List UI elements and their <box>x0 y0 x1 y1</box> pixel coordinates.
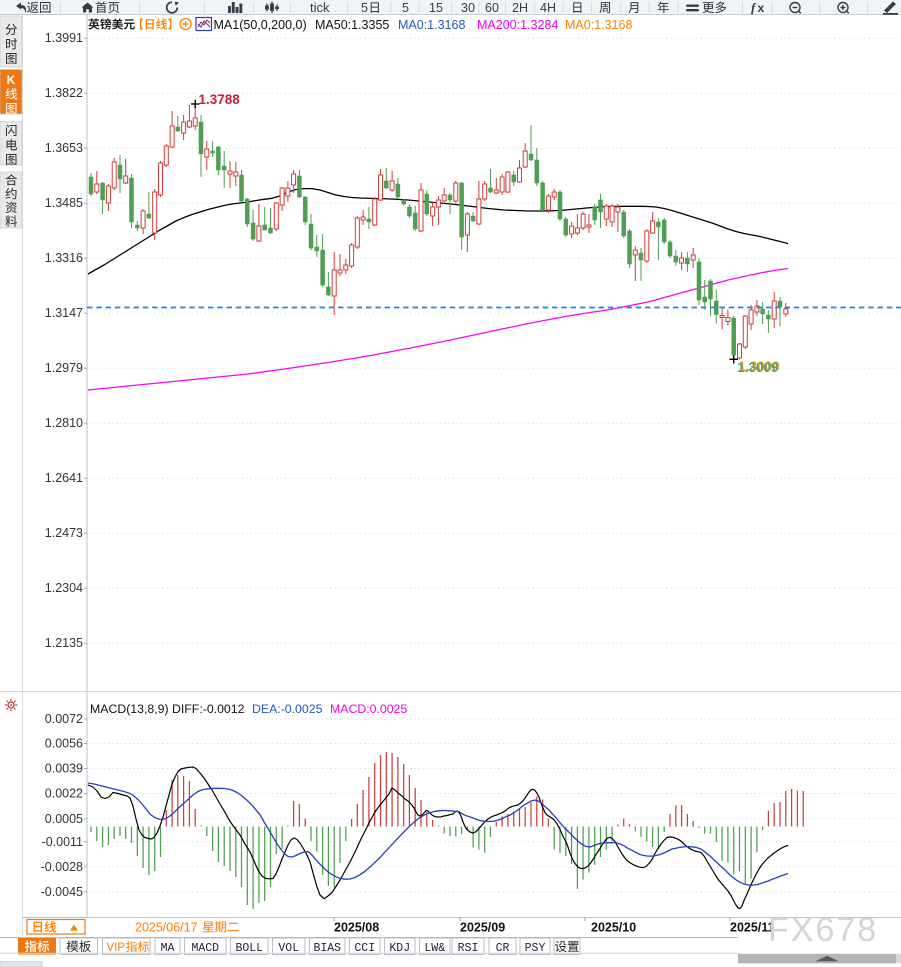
svg-text:2025/10: 2025/10 <box>591 921 636 935</box>
svg-text:MACD(13,8,9) DIFF:-0.0012: MACD(13,8,9) DIFF:-0.0012 <box>90 702 245 716</box>
svg-text:K: K <box>7 73 16 87</box>
svg-text:1.2135: 1.2135 <box>45 636 83 650</box>
svg-text:1.2304: 1.2304 <box>45 581 83 595</box>
svg-text:1.3991: 1.3991 <box>45 31 83 45</box>
svg-text:2025/09: 2025/09 <box>460 921 505 935</box>
svg-text:DEA:-0.0025: DEA:-0.0025 <box>252 702 323 716</box>
svg-text:MA50:1.3355: MA50:1.3355 <box>315 18 389 32</box>
svg-text:-0.0011: -0.0011 <box>42 835 84 849</box>
svg-text:1.3316: 1.3316 <box>45 251 83 265</box>
svg-text:x: x <box>758 1 765 15</box>
svg-text:2025/11: 2025/11 <box>730 921 775 935</box>
svg-text:30: 30 <box>461 1 475 15</box>
svg-text:MA: MA <box>161 942 175 955</box>
svg-text:CCI: CCI <box>354 942 375 955</box>
svg-text:2025/08: 2025/08 <box>334 921 379 935</box>
svg-text:1.3009: 1.3009 <box>738 359 779 374</box>
svg-text:tick: tick <box>310 0 330 15</box>
svg-text:1.3822: 1.3822 <box>45 86 83 100</box>
svg-text:2025/06/17: 2025/06/17 <box>135 921 198 935</box>
svg-text:4H: 4H <box>540 1 556 15</box>
svg-text:60: 60 <box>485 1 499 15</box>
svg-text:MA0:1.3168: MA0:1.3168 <box>398 18 465 32</box>
svg-text:0.0072: 0.0072 <box>45 712 83 726</box>
svg-text:1.2979: 1.2979 <box>45 361 83 375</box>
svg-text:MACD: MACD <box>191 942 219 955</box>
svg-text:PSY: PSY <box>525 942 546 955</box>
svg-text:0.0022: 0.0022 <box>45 787 83 801</box>
svg-text:2H: 2H <box>512 1 528 15</box>
svg-text:5: 5 <box>402 1 409 15</box>
svg-text:15: 15 <box>429 1 443 15</box>
svg-text:5: 5 <box>361 1 368 15</box>
svg-text:MA1(50,0,200,0): MA1(50,0,200,0) <box>214 18 307 32</box>
svg-text:0.0056: 0.0056 <box>45 737 83 751</box>
svg-text:1.3653: 1.3653 <box>45 141 83 155</box>
svg-text:MA200:1.3284: MA200:1.3284 <box>477 18 558 32</box>
svg-text:f: f <box>751 0 757 15</box>
svg-text:1.3788: 1.3788 <box>199 92 241 107</box>
svg-text:0.0039: 0.0039 <box>45 762 83 776</box>
svg-text:1.2473: 1.2473 <box>45 526 83 540</box>
svg-text:MACD:0.0025: MACD:0.0025 <box>330 702 407 716</box>
svg-text:FX678: FX678 <box>768 911 878 949</box>
svg-text:1.2641: 1.2641 <box>45 471 83 485</box>
svg-text:MA0:1.3168: MA0:1.3168 <box>565 18 632 32</box>
svg-text:1.3147: 1.3147 <box>45 306 83 320</box>
svg-text:BIAS: BIAS <box>313 942 341 955</box>
svg-text:CR: CR <box>496 942 510 955</box>
svg-text:-0.0028: -0.0028 <box>41 860 83 874</box>
svg-text:RSI: RSI <box>458 942 479 955</box>
svg-text:LW&: LW& <box>424 942 445 955</box>
svg-text:1.3009: 1.3009 <box>737 360 778 375</box>
svg-text:VOL: VOL <box>278 942 299 955</box>
svg-text:0.0005: 0.0005 <box>45 812 83 826</box>
svg-text:1.2810: 1.2810 <box>45 416 83 430</box>
svg-text:-0.0045: -0.0045 <box>41 885 83 899</box>
svg-text:1.3485: 1.3485 <box>45 196 83 210</box>
svg-text:VIP: VIP <box>107 942 126 954</box>
svg-text:BOLL: BOLL <box>235 942 263 955</box>
svg-text:KDJ: KDJ <box>389 942 410 955</box>
